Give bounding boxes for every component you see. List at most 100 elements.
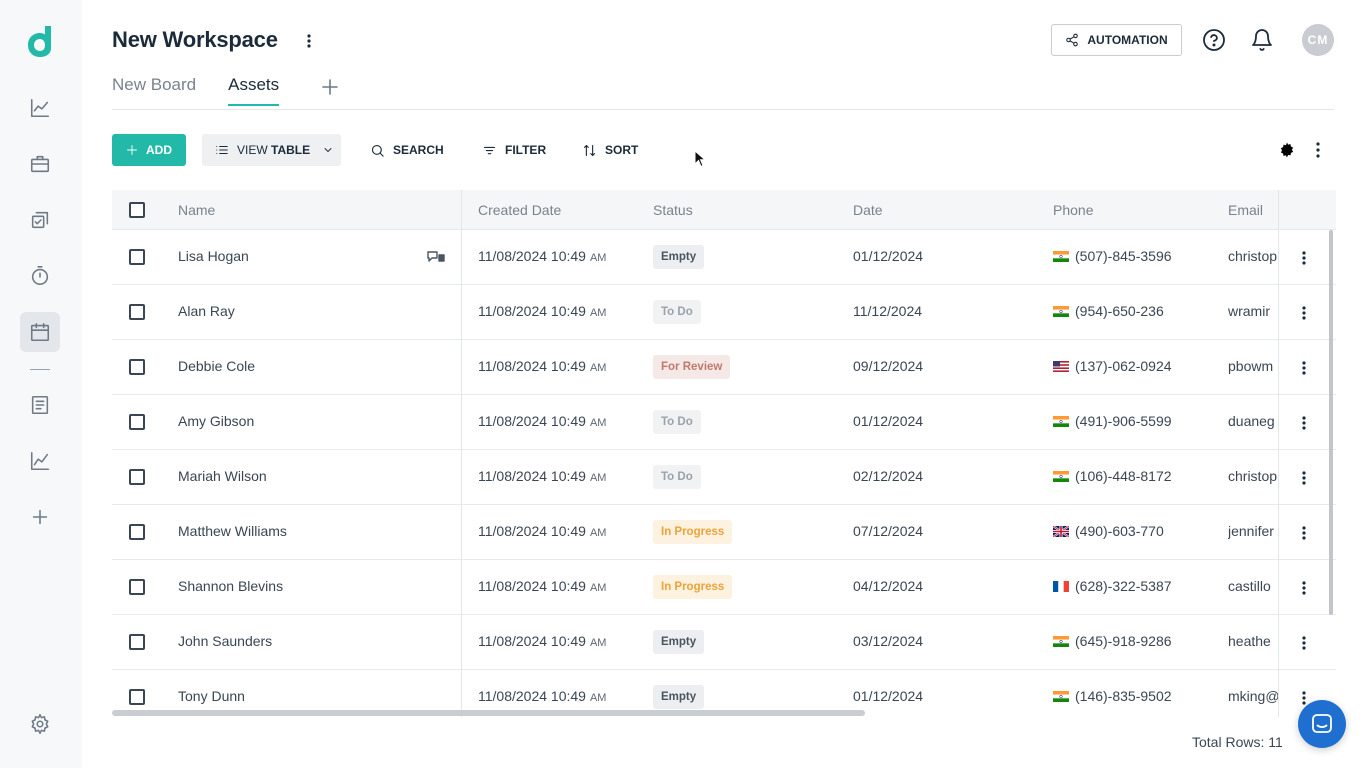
row-menu-icon[interactable] <box>1294 688 1314 708</box>
tab-assets[interactable]: Assets <box>228 75 280 106</box>
row-menu-icon[interactable] <box>1294 468 1314 488</box>
cell-name[interactable]: Alan Ray <box>178 303 235 319</box>
table-row[interactable]: Shannon Blevins 11/08/2024 10:49 AM In Prog… <box>112 560 1336 615</box>
row-checkbox[interactable] <box>129 414 145 430</box>
cell-date[interactable]: 11/12/2024 <box>853 303 923 319</box>
row-checkbox[interactable] <box>129 524 145 540</box>
cell-name[interactable]: Amy Gibson <box>178 413 255 429</box>
cell-phone[interactable]: (137)-062-0924 <box>1053 358 1172 374</box>
select-all-checkbox[interactable] <box>129 202 145 218</box>
status-badge[interactable]: To Do <box>653 410 701 434</box>
cell-name[interactable]: Tony Dunn <box>178 688 245 704</box>
column-header-date[interactable]: Date <box>853 202 883 218</box>
add-tab-icon[interactable] <box>320 77 340 97</box>
sort-button[interactable]: SORT <box>582 140 638 160</box>
cell-phone[interactable]: (628)-322-5387 <box>1053 578 1172 594</box>
status-badge[interactable]: In Progress <box>653 520 733 544</box>
briefcase-icon[interactable] <box>20 144 60 184</box>
add-icon[interactable] <box>20 497 60 537</box>
chat-support-button[interactable] <box>1298 700 1346 748</box>
row-menu-icon[interactable] <box>1294 633 1314 653</box>
cell-date[interactable]: 01/12/2024 <box>853 413 924 429</box>
row-checkbox[interactable] <box>129 249 145 265</box>
column-header-created-date[interactable]: Created Date <box>478 202 562 218</box>
report-icon[interactable] <box>20 441 60 481</box>
cell-email[interactable]: christop <box>1228 468 1278 484</box>
row-menu-icon[interactable] <box>1294 413 1314 433</box>
table-row[interactable]: John Saunders 11/08/2024 10:49 AM Empty 03/1… <box>112 615 1336 670</box>
workspace-menu-icon[interactable] <box>302 30 316 52</box>
table-row[interactable]: Alan Ray 11/08/2024 10:49 AM To Do 11/12/202… <box>112 285 1336 340</box>
row-menu-icon[interactable] <box>1294 248 1314 268</box>
cell-email[interactable]: pbowm <box>1228 358 1274 374</box>
cell-name[interactable]: Mariah Wilson <box>178 468 267 484</box>
cell-name[interactable]: Matthew Williams <box>178 523 287 539</box>
column-header-email[interactable]: Email <box>1228 202 1264 218</box>
comment-icon[interactable] <box>426 249 446 265</box>
status-badge[interactable]: Empty <box>653 685 705 709</box>
cell-email[interactable]: mking@ <box>1228 688 1278 704</box>
status-badge[interactable]: To Do <box>653 465 701 489</box>
cell-email[interactable]: christop <box>1228 248 1278 264</box>
cell-phone[interactable]: (146)-835-9502 <box>1053 688 1172 704</box>
row-menu-icon[interactable] <box>1294 578 1314 598</box>
vertical-scrollbar[interactable] <box>1329 230 1333 615</box>
cell-phone[interactable]: (507)-845-3596 <box>1053 248 1172 264</box>
cell-phone[interactable]: (491)-906-5599 <box>1053 413 1172 429</box>
logo-icon[interactable] <box>25 24 55 58</box>
cell-email[interactable]: castillo <box>1228 578 1271 594</box>
calendar-icon[interactable] <box>20 312 60 352</box>
status-badge[interactable]: Empty <box>653 630 705 654</box>
cell-date[interactable]: 01/12/2024 <box>853 248 924 264</box>
row-menu-icon[interactable] <box>1294 358 1314 378</box>
cell-phone[interactable]: (645)-918-9286 <box>1053 633 1172 649</box>
cell-email[interactable]: wramir <box>1228 303 1270 319</box>
row-checkbox[interactable] <box>129 359 145 375</box>
row-checkbox[interactable] <box>129 304 145 320</box>
cell-email[interactable]: jennifer <box>1228 523 1274 539</box>
cell-date[interactable]: 07/12/2024 <box>853 523 924 539</box>
cell-date[interactable]: 01/12/2024 <box>853 688 924 704</box>
horizontal-scrollbar[interactable] <box>112 710 865 716</box>
gear-icon[interactable] <box>1277 140 1297 160</box>
analytics-icon[interactable] <box>20 88 60 128</box>
table-row[interactable]: Tony Dunn 11/08/2024 10:49 AM Empty 01/12/20… <box>112 670 1336 717</box>
status-badge[interactable]: To Do <box>653 300 701 324</box>
search-button[interactable]: SEARCH <box>370 140 444 160</box>
cell-name[interactable]: John Saunders <box>178 633 273 649</box>
view-table-dropdown[interactable]: VIEW TABLE <box>202 134 341 166</box>
bell-icon[interactable] <box>1250 28 1274 52</box>
tasks-icon[interactable] <box>20 200 60 240</box>
row-checkbox[interactable] <box>129 689 145 705</box>
cell-name[interactable]: Lisa Hogan <box>178 248 249 264</box>
row-checkbox[interactable] <box>129 579 145 595</box>
cell-phone[interactable]: (106)-448-8172 <box>1053 468 1172 484</box>
row-menu-icon[interactable] <box>1294 303 1314 323</box>
column-header-status[interactable]: Status <box>653 202 693 218</box>
table-row[interactable]: Amy Gibson 11/08/2024 10:49 AM To Do 01/12/2… <box>112 395 1336 450</box>
column-header-phone[interactable]: Phone <box>1053 202 1094 218</box>
automation-button[interactable]: AUTOMATION <box>1051 24 1182 56</box>
document-icon[interactable] <box>20 385 60 425</box>
cell-email[interactable]: duaneg <box>1228 413 1275 429</box>
sliders-icon[interactable] <box>1244 140 1264 160</box>
table-row[interactable]: Debbie Cole 11/08/2024 10:49 AM For Review 0… <box>112 340 1336 395</box>
column-header-name[interactable]: Name <box>178 202 216 218</box>
table-row[interactable]: Mariah Wilson 11/08/2024 10:49 AM To Do 02/1… <box>112 450 1336 505</box>
cell-phone[interactable]: (954)-650-236 <box>1053 303 1164 319</box>
tab-new-board[interactable]: New Board <box>112 75 197 94</box>
timer-icon[interactable] <box>20 256 60 296</box>
row-checkbox[interactable] <box>129 634 145 650</box>
filter-button[interactable]: FILTER <box>482 140 546 160</box>
cell-date[interactable]: 04/12/2024 <box>853 578 924 594</box>
status-badge[interactable]: For Review <box>653 355 731 379</box>
row-menu-icon[interactable] <box>1294 523 1314 543</box>
cell-name[interactable]: Shannon Blevins <box>178 578 284 594</box>
more-options-icon[interactable] <box>1308 140 1328 160</box>
table-row[interactable]: Matthew Williams 11/08/2024 10:49 AM In Pro… <box>112 505 1336 560</box>
table-row[interactable]: Lisa Hogan 11/08/2024 10:49 AM Empty 01/12/2… <box>112 230 1336 285</box>
cell-date[interactable]: 09/12/2024 <box>853 358 924 374</box>
status-badge[interactable]: Empty <box>653 245 705 269</box>
row-checkbox[interactable] <box>129 469 145 485</box>
cell-name[interactable]: Debbie Cole <box>178 358 256 374</box>
